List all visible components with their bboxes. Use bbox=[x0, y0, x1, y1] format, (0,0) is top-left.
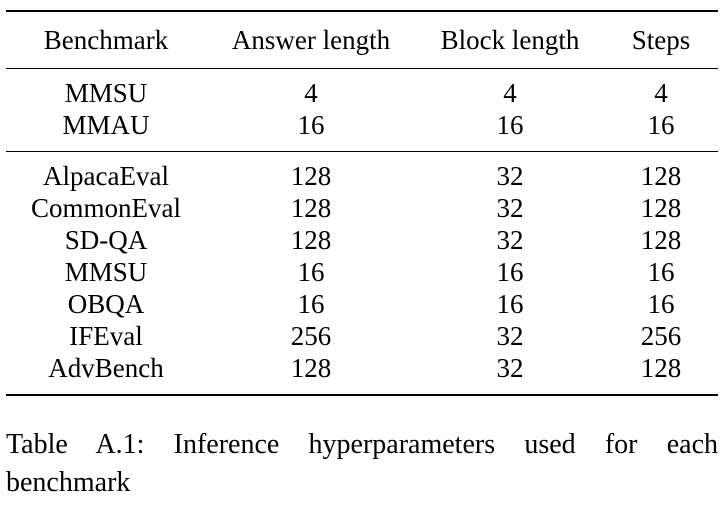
cell-answer-length: 128 bbox=[290, 353, 332, 383]
cell-block-length: 32 bbox=[496, 193, 524, 223]
header-benchmark: Benchmark bbox=[43, 24, 169, 55]
cell-answer-length: 128 bbox=[290, 193, 332, 223]
cell-steps: 128 bbox=[640, 161, 682, 191]
table-row: MMSU 16 16 16 bbox=[6, 256, 718, 288]
cell-block-length: 4 bbox=[503, 78, 517, 108]
cell-block-length: 32 bbox=[496, 161, 524, 191]
table-header: Benchmark Answer length Block length Ste… bbox=[6, 11, 718, 69]
cell-block-length: 16 bbox=[496, 289, 524, 319]
header-block-length: Block length bbox=[440, 24, 580, 55]
cell-answer-length: 16 bbox=[297, 289, 325, 319]
header-answer-length: Answer length bbox=[231, 24, 391, 55]
table-row: SD-QA 128 32 128 bbox=[6, 224, 718, 256]
cell-steps: 128 bbox=[640, 353, 682, 383]
cell-steps: 16 bbox=[647, 289, 675, 319]
cell-block-length: 32 bbox=[496, 225, 524, 255]
cell-block-length: 32 bbox=[496, 353, 524, 383]
cell-answer-length: 16 bbox=[297, 110, 325, 140]
table-group-2: AlpacaEval 128 32 128 CommonEval 128 32 … bbox=[6, 152, 718, 395]
cell-answer-length: 4 bbox=[304, 78, 318, 108]
cell-block-length: 16 bbox=[496, 110, 524, 140]
cell-answer-length: 256 bbox=[290, 321, 332, 351]
caption-text: Table A.1: Inference hyperparameters use… bbox=[6, 429, 718, 498]
cell-benchmark: CommonEval bbox=[31, 193, 181, 223]
hyperparameter-table-container: Benchmark Answer length Block length Ste… bbox=[6, 10, 718, 396]
table-caption: Table A.1: Inference hyperparameters use… bbox=[6, 426, 718, 502]
cell-benchmark: OBQA bbox=[67, 289, 145, 319]
cell-block-length: 32 bbox=[496, 321, 524, 351]
table-row: IFEval 256 32 256 bbox=[6, 320, 718, 352]
table-row: MMAU 16 16 16 bbox=[6, 109, 718, 152]
table-row: AdvBench 128 32 128 bbox=[6, 352, 718, 395]
table-group-1: MMSU 4 4 4 MMAU 16 16 16 bbox=[6, 69, 718, 152]
table-row: MMSU 4 4 4 bbox=[6, 69, 718, 110]
cell-benchmark: MMSU bbox=[64, 257, 148, 287]
header-steps: Steps bbox=[631, 24, 691, 55]
cell-benchmark: AlpacaEval bbox=[43, 161, 169, 191]
cell-benchmark: SD-QA bbox=[64, 225, 148, 255]
cell-steps: 4 bbox=[654, 78, 668, 108]
cell-steps: 128 bbox=[640, 225, 682, 255]
cell-benchmark: AdvBench bbox=[48, 353, 164, 383]
cell-steps: 16 bbox=[647, 110, 675, 140]
cell-answer-length: 16 bbox=[297, 257, 325, 287]
cell-answer-length: 128 bbox=[290, 225, 332, 255]
cell-steps: 128 bbox=[640, 193, 682, 223]
table-row: OBQA 16 16 16 bbox=[6, 288, 718, 320]
cell-steps: 256 bbox=[640, 321, 682, 351]
cell-benchmark: MMSU bbox=[64, 78, 148, 108]
cell-steps: 16 bbox=[647, 257, 675, 287]
table-row: CommonEval 128 32 128 bbox=[6, 192, 718, 224]
cell-answer-length: 128 bbox=[290, 161, 332, 191]
cell-benchmark: IFEval bbox=[69, 321, 143, 351]
cell-benchmark: MMAU bbox=[62, 110, 150, 140]
table-row: AlpacaEval 128 32 128 bbox=[6, 152, 718, 193]
header-row: Benchmark Answer length Block length Ste… bbox=[6, 11, 718, 69]
cell-block-length: 16 bbox=[496, 257, 524, 287]
hyperparameter-table: Benchmark Answer length Block length Ste… bbox=[6, 10, 718, 396]
